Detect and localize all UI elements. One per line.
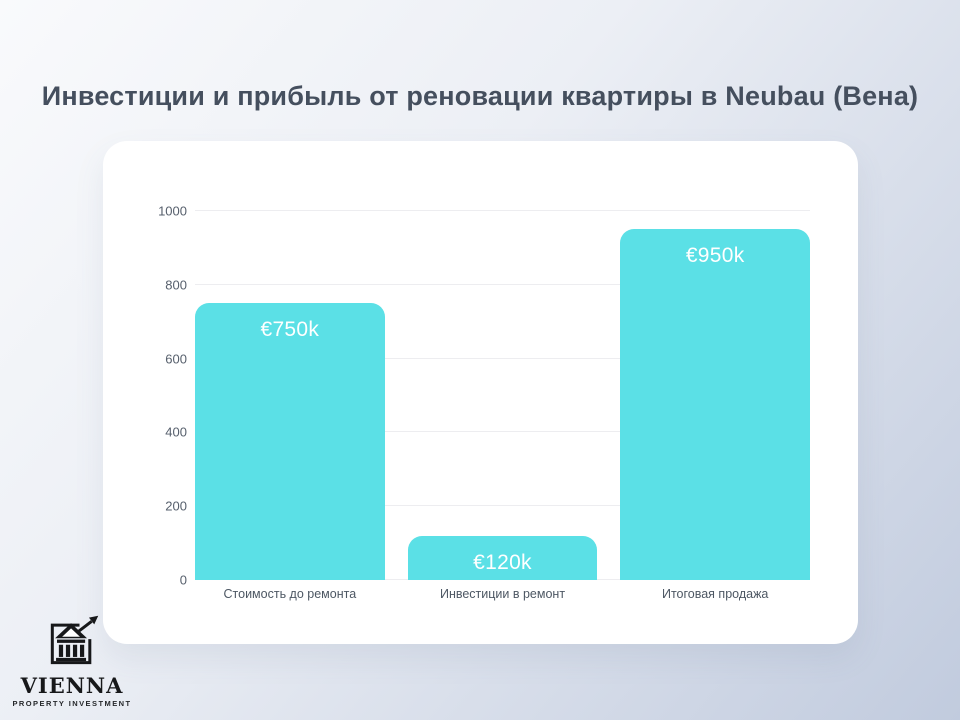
bar-value-label: €950k [685, 244, 745, 268]
gridline [195, 210, 810, 211]
logo: VIENNA PROPERTY INVESTMENT [10, 613, 134, 708]
bar-value-label: €120k [473, 550, 532, 574]
x-axis-label: Итоговая продажа [661, 587, 769, 601]
y-tick-label: 1000 [158, 203, 187, 219]
bar-2: €120k [407, 535, 598, 580]
page-title: Инвестиции и прибыль от реновации кварти… [41, 81, 919, 111]
bar-column: €750k [195, 211, 385, 580]
logo-name: VIENNA [20, 672, 124, 698]
gridline [195, 357, 810, 359]
gridline [195, 505, 810, 507]
bar-column: €950k [620, 211, 811, 580]
bar-1: €750k [195, 303, 385, 580]
bar-value-label: €750k [260, 318, 320, 342]
logo-tagline: PROPERTY INVESTMENT [12, 699, 132, 708]
y-tick-label: 600 [165, 351, 187, 367]
chart-card: 0 200 400 600 800 1000 €750k €120k €950k Стоимо… [103, 141, 858, 644]
bar-column: €120k [407, 211, 598, 580]
x-axis: Стоимость до ремонта Инвестиции в ремонт И… [195, 587, 810, 601]
bar-3: €950k [620, 229, 811, 580]
gridline [195, 283, 810, 285]
bank-building-with-growth-arrow-icon [42, 613, 102, 674]
y-tick-label: 0 [179, 572, 187, 588]
x-axis-label: Инвестиции в ремонт [439, 587, 566, 601]
plot-area: €750k €120k €950k [195, 210, 811, 580]
x-axis-label: Стоимость до ремонта [223, 587, 357, 601]
gridline [195, 431, 810, 433]
y-tick-label: 200 [165, 498, 187, 514]
bars-row: €750k €120k €950k [195, 211, 811, 580]
y-tick-label: 800 [165, 277, 187, 293]
y-axis: 0 200 400 600 800 1000 [103, 205, 187, 587]
y-tick-label: 400 [165, 424, 187, 440]
